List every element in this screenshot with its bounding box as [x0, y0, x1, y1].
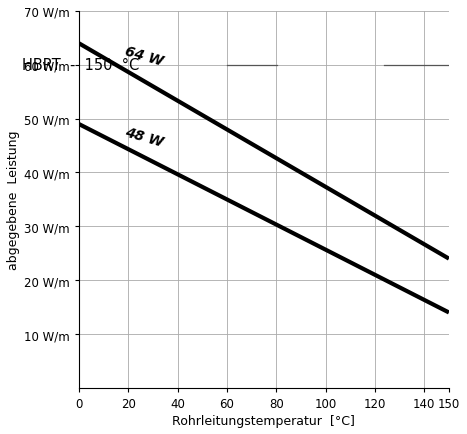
X-axis label: Rohrleitungstemperatur  [°C]: Rohrleitungstemperatur [°C] [172, 414, 355, 427]
Text: HBRT  -  150  °C: HBRT - 150 °C [22, 58, 139, 73]
Text: 64 W: 64 W [123, 44, 165, 68]
Y-axis label: abgegebene  Leistung: abgegebene Leistung [7, 130, 20, 270]
Text: 48 W: 48 W [123, 125, 165, 149]
